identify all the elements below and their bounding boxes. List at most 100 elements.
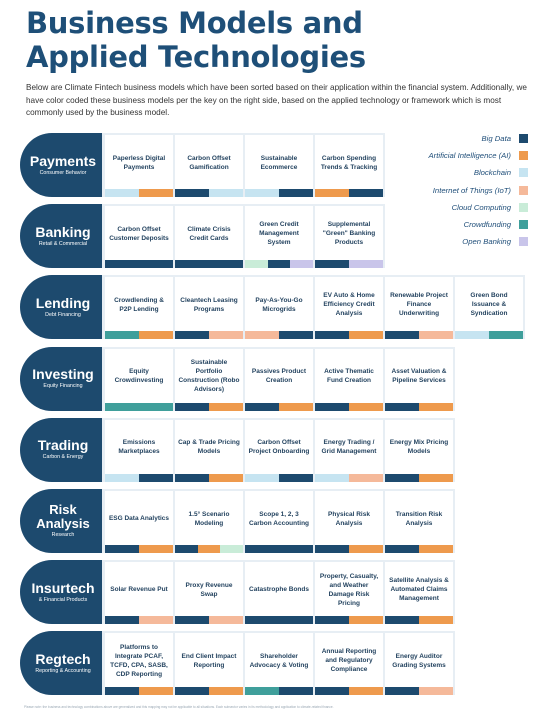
technology-color-bar xyxy=(315,687,383,696)
category-subheading: Carbon & Energy xyxy=(42,454,84,461)
business-model-cells: Crowdlending & P2P Lending Cleantech Leas… xyxy=(102,275,525,340)
technology-segment-big-data xyxy=(245,545,313,553)
technology-color-bar xyxy=(175,189,243,197)
business-model-label: Passives Product Creation xyxy=(251,368,307,385)
business-model-cell: Asset Valuation & Pipeline Services xyxy=(385,348,453,411)
technology-color-bar xyxy=(385,331,453,340)
business-model-cell: Carbon Offset Customer Deposits xyxy=(105,206,173,269)
legend-item: Open Banking xyxy=(396,233,528,250)
business-model-label: Annual Reporting and Regulatory Complian… xyxy=(321,648,377,674)
legend-swatch xyxy=(519,151,528,161)
category-heading: Regtech xyxy=(35,650,91,667)
business-model-label: 1.5° Scenario Modeling xyxy=(188,510,230,527)
technology-segment-big-data xyxy=(175,616,209,625)
technology-segment-open-banking xyxy=(290,260,314,269)
business-model-cell: Physical Risk Analysis xyxy=(315,491,383,553)
technology-color-bar xyxy=(385,616,453,625)
technology-segment-ai xyxy=(349,402,383,411)
legend-label: Open Banking xyxy=(462,237,511,247)
technology-segment-iot xyxy=(245,331,279,340)
technology-color-bar xyxy=(245,260,314,269)
technology-segment-big-data xyxy=(175,402,209,411)
technology-segment-big-data xyxy=(175,473,209,482)
legend-item: Artificial Intelligence (AI) xyxy=(396,147,528,164)
technology-segment-crowdfunding xyxy=(105,402,173,411)
category-label: Payments Consumer Behavior xyxy=(20,133,102,197)
business-model-cells: Emissions Marketplaces Cap & Trade Pricin… xyxy=(102,417,455,482)
business-model-label: Carbon Spending Trends & Tracking xyxy=(320,154,378,171)
business-model-cell: Emissions Marketplaces xyxy=(105,419,173,482)
technology-segment-iot xyxy=(209,331,243,340)
business-model-label: Platforms to Integrate PCAF, TCFD, CPA, … xyxy=(110,643,168,678)
technology-segment-big-data xyxy=(385,616,419,625)
technology-segment-big-data xyxy=(267,260,291,269)
technology-segment-big-data xyxy=(385,473,419,482)
technology-color-bar xyxy=(105,473,173,482)
legend-swatch xyxy=(519,168,528,178)
category-label: Investing Equity Financing xyxy=(20,346,102,411)
category-heading: Trading xyxy=(37,437,89,454)
legend-label: Internet of Things (IoT) xyxy=(432,185,511,195)
technology-color-bar xyxy=(105,260,173,269)
technology-color-bar xyxy=(385,473,453,482)
technology-segment-ai xyxy=(197,545,221,553)
business-model-cell: Energy Auditor Grading Systems xyxy=(385,633,453,696)
technology-segment-big-data xyxy=(245,616,313,625)
business-model-label: Carbon Offset Customer Deposits xyxy=(109,225,169,242)
business-model-label: Carbon Offset Gamification xyxy=(187,154,231,171)
business-model-label: Catastrophe Bonds xyxy=(249,586,309,594)
technology-color-bar xyxy=(105,331,173,340)
business-model-label: Emissions Marketplaces xyxy=(118,439,160,456)
business-model-cells: Platforms to Integrate PCAF, TCFD, CPA, … xyxy=(102,631,455,696)
technology-segment-big-data xyxy=(175,545,198,553)
category-heading: Banking xyxy=(35,223,91,240)
technology-segment-ai xyxy=(209,402,243,411)
technology-segment-iot xyxy=(419,331,453,340)
technology-segment-big-data xyxy=(385,545,419,553)
business-model-cell: Sustainable Portfolio Construction (Robo… xyxy=(175,348,243,411)
technology-segment-ai xyxy=(349,545,383,553)
business-model-cell: Cleantech Leasing Programs xyxy=(175,277,243,340)
technology-segment-big-data xyxy=(279,473,313,482)
technology-segment-ai xyxy=(139,189,173,197)
business-model-cell: Transition Risk Analysis xyxy=(385,491,453,553)
technology-color-bar xyxy=(245,687,313,696)
business-model-label: Sustainable Ecommerce xyxy=(260,154,298,171)
business-model-label: Green Credit Management System xyxy=(259,221,299,247)
technology-color-bar xyxy=(175,331,243,340)
technology-color-bar xyxy=(315,473,383,482)
technology-color-bar xyxy=(385,545,453,553)
technology-segment-ai xyxy=(349,331,383,340)
business-model-cell: Passives Product Creation xyxy=(245,348,313,411)
technology-segment-blockchain xyxy=(105,473,139,482)
business-model-cell: Satellite Analysis & Automated Claims Ma… xyxy=(385,562,453,625)
business-model-label: Transition Risk Analysis xyxy=(395,510,443,527)
business-model-label: Supplemental "Green" Banking Products xyxy=(322,221,376,247)
intro-paragraph: Below are Climate Fintech business model… xyxy=(26,83,527,118)
technology-color-bar xyxy=(315,260,383,269)
business-model-cells: Equity Crowdinvesting Sustainable Portfol… xyxy=(102,346,455,411)
technology-segment-ai xyxy=(279,402,313,411)
technology-color-bar xyxy=(245,545,313,553)
business-model-label: Crowdlending & P2P Lending xyxy=(114,296,164,313)
category-label: Lending Debt Financing xyxy=(20,275,102,340)
technology-color-bar xyxy=(245,616,313,625)
technology-segment-ai xyxy=(419,545,453,553)
business-model-cell: Green Bond Issuance & Syndication xyxy=(455,277,523,340)
business-model-label: Energy Trading / Grid Management xyxy=(321,439,377,456)
business-model-label: Green Bond Issuance & Syndication xyxy=(470,292,508,318)
technology-segment-big-data xyxy=(349,189,383,197)
business-model-cell: Solar Revenue Put xyxy=(105,562,173,625)
technology-segment-big-data xyxy=(139,473,173,482)
business-model-cell: Renewable Project Finance Underwriting xyxy=(385,277,453,340)
technology-segment-blockchain xyxy=(245,473,279,482)
technology-segment-big-data xyxy=(175,331,209,340)
technology-segment-big-data xyxy=(105,545,139,553)
legend-item: Internet of Things (IoT) xyxy=(396,182,528,199)
business-model-label: End Client Impact Reporting xyxy=(181,652,237,669)
technology-segment-iot xyxy=(139,616,173,625)
technology-segment-big-data xyxy=(279,331,313,340)
technology-segment-big-data xyxy=(315,331,349,340)
business-model-cells: Paperless Digital Payments Carbon Offset … xyxy=(102,133,385,197)
technology-color-bar xyxy=(175,473,243,482)
